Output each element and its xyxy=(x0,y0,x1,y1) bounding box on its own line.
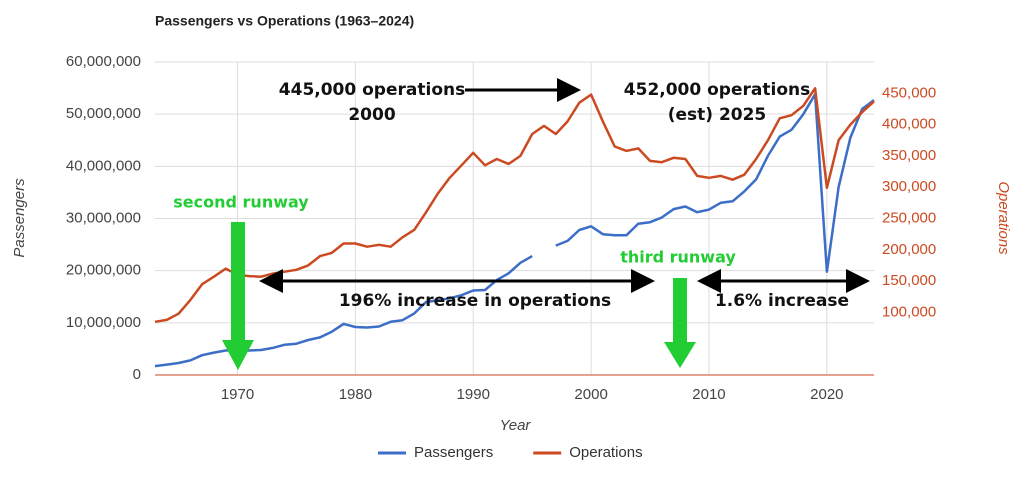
y2-tick-label: 200,000 xyxy=(882,241,936,258)
series-line xyxy=(154,93,875,368)
annotation: 445,000 operations xyxy=(279,80,465,100)
annotation: third runway xyxy=(620,248,736,267)
annotation: (est) 2025 xyxy=(668,105,767,125)
green-arrow xyxy=(222,222,254,370)
green-arrow xyxy=(664,278,696,368)
annotation: 1.6% increase xyxy=(715,291,849,311)
annotation: 2000 xyxy=(348,105,395,125)
plot xyxy=(154,87,875,368)
legend-label: Passengers xyxy=(414,444,493,461)
annotation: 452,000 operations xyxy=(624,80,810,100)
annotation: second runway xyxy=(173,193,309,212)
y-tick-label: 0 xyxy=(133,366,141,383)
y2-tick-label: 150,000 xyxy=(882,272,936,289)
y-tick-label: 60,000,000 xyxy=(66,53,141,70)
y2-tick-label: 100,000 xyxy=(882,303,936,320)
y2-tick-label: 450,000 xyxy=(882,84,936,101)
x-tick-label: 2020 xyxy=(810,386,843,403)
y-tick-label: 50,000,000 xyxy=(66,105,141,122)
y2-tick-label: 350,000 xyxy=(882,147,936,164)
y2-tick-label: 250,000 xyxy=(882,209,936,226)
y-tick-label: 30,000,000 xyxy=(66,209,141,226)
y2-tick-label: 300,000 xyxy=(882,178,936,195)
y-axis-title: Passengers xyxy=(11,178,28,258)
y2-tick-label: 400,000 xyxy=(882,116,936,133)
legend-label: Operations xyxy=(569,444,642,461)
y-tick-label: 10,000,000 xyxy=(66,314,141,331)
y-tick-label: 40,000,000 xyxy=(66,157,141,174)
x-axis-title: Year xyxy=(500,417,532,434)
x-tick-label: 2010 xyxy=(692,386,725,403)
y-tick-label: 20,000,000 xyxy=(66,262,141,279)
chart-title: Passengers vs Operations (1963–2024) xyxy=(155,13,414,29)
y2-axis-title: Operations xyxy=(995,181,1012,255)
x-tick-label: 1970 xyxy=(221,386,254,403)
x-tick-label: 2000 xyxy=(574,386,607,403)
x-tick-label: 1980 xyxy=(339,386,372,403)
annotation: 196% increase in operations xyxy=(339,291,611,311)
x-tick-label: 1990 xyxy=(457,386,490,403)
